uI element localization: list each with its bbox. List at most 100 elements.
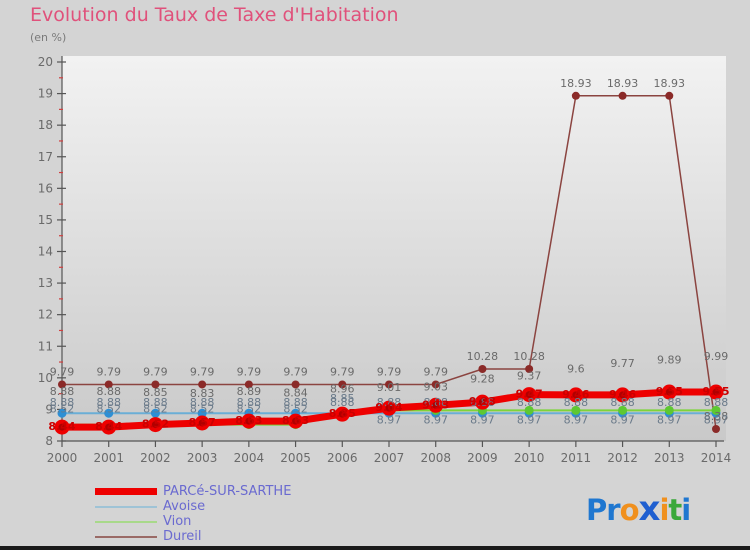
data-label-parce: 9.47 — [516, 388, 543, 401]
legend-item-vion[interactable]: Vion — [95, 514, 425, 529]
data-label-parce: 9.23 — [469, 395, 496, 408]
brand-letter: x — [638, 489, 661, 529]
data-label-vion: 8.52 — [237, 403, 262, 416]
data-label-avoise: 8.88 — [143, 396, 168, 409]
data-point — [571, 405, 581, 415]
data-label-dureil: 9.79 — [190, 365, 215, 378]
y-axis-tick-label: 19 — [38, 87, 53, 101]
legend-item-label: Avoise — [163, 499, 206, 514]
data-label-parce: 9.46 — [562, 388, 589, 401]
data-label-vion: 8.52 — [190, 403, 215, 416]
data-point — [712, 388, 720, 396]
data-label-avoise: 8.88 — [470, 396, 495, 409]
data-label-avoise: 8.88 — [237, 396, 262, 409]
data-point — [338, 380, 347, 389]
data-label-parce: 8.44 — [48, 420, 75, 433]
data-label-vion: 8.52 — [143, 403, 168, 416]
data-label-upper: 9.37 — [517, 370, 542, 383]
y-axis-tick-label: 20 — [38, 55, 53, 69]
data-label-dureil: 9.79 — [143, 365, 168, 378]
data-point — [291, 380, 300, 389]
data-label-upper: 8.84 — [283, 386, 308, 399]
x-axis-tick-label: 2009 — [467, 451, 498, 465]
data-label-vion: 8.97 — [423, 413, 448, 426]
data-label-dureil: 18.93 — [560, 77, 592, 90]
x-axis-tick-label: 2006 — [327, 451, 358, 465]
data-label-upper: 8.83 — [190, 387, 215, 400]
brand-letter: t — [668, 493, 682, 527]
legend-swatch-icon — [95, 488, 157, 495]
brand-letter: i — [681, 493, 691, 527]
data-label-avoise: 8.88 — [330, 396, 355, 409]
data-point — [57, 408, 67, 418]
data-point — [58, 423, 66, 431]
data-point — [338, 410, 346, 418]
brand-letter: o — [619, 493, 640, 527]
data-point — [664, 405, 674, 415]
brand-letter: i — [659, 493, 669, 527]
data-point — [619, 391, 627, 399]
x-axis-tick-label: 2014 — [701, 451, 732, 465]
data-label-upper: 9.99 — [704, 350, 729, 363]
data-point — [151, 421, 159, 429]
data-label-avoise: 8.88 — [377, 396, 402, 409]
data-point — [104, 408, 114, 418]
data-label-dureil: 9.79 — [50, 365, 75, 378]
data-point — [478, 364, 487, 373]
data-point — [618, 91, 627, 100]
data-label-avoise: 8.88 — [283, 396, 308, 409]
x-axis-tick-label: 2013 — [654, 451, 685, 465]
data-label-avoise: 8.88 — [517, 396, 542, 409]
data-label-upper: 9.6 — [567, 362, 585, 375]
data-label-vion: 8.52 — [96, 403, 121, 416]
data-point — [712, 424, 720, 433]
data-point — [431, 380, 440, 389]
legend-item-avoise[interactable]: Avoise — [95, 499, 425, 514]
data-point — [151, 380, 160, 389]
data-label-dureil: 9.79 — [330, 365, 355, 378]
data-point — [104, 380, 113, 389]
y-axis-tick-label: 12 — [38, 308, 53, 322]
y-axis-tick-label: 15 — [38, 213, 53, 227]
y-axis-tick-label: 18 — [38, 118, 53, 132]
data-label-parce: 8.52 — [142, 418, 169, 431]
data-point — [198, 419, 206, 427]
data-label-upper: 9.77 — [610, 357, 635, 370]
data-label-vion: 8.97 — [470, 413, 495, 426]
data-label-vion: 8.52 — [283, 403, 308, 416]
legend-item-label: Dureil — [163, 529, 202, 544]
data-point — [385, 380, 393, 389]
data-label-avoise: 8.88 — [423, 396, 448, 409]
data-point — [525, 364, 534, 373]
data-point — [571, 91, 580, 100]
legend-item-label: Vion — [163, 514, 192, 529]
x-axis-tick-label: 2007 — [374, 451, 405, 465]
x-axis-tick-label: 2003 — [187, 451, 218, 465]
legend-swatch-icon — [95, 505, 157, 508]
data-label-upper: 9.03 — [423, 380, 448, 393]
data-point — [618, 405, 628, 415]
data-label-upper: 9.28 — [470, 373, 495, 386]
data-label-upper: 8.96 — [330, 383, 355, 396]
data-point — [572, 391, 580, 399]
data-point — [665, 91, 674, 100]
x-axis-tick-label: 2004 — [234, 451, 265, 465]
y-axis-tick-label: 13 — [38, 276, 53, 290]
data-label-upper: 9.01 — [377, 381, 402, 394]
y-axis-tick-label: 11 — [38, 339, 53, 353]
data-label-parce: 9.55 — [656, 385, 683, 398]
data-label-dureil: 18.93 — [654, 77, 686, 90]
data-label-vion: 8.97 — [377, 413, 402, 426]
data-label-avoise: 8.88 — [50, 396, 75, 409]
legend-item-dureil[interactable]: Dureil — [95, 529, 425, 544]
y-axis-tick-label: 10 — [38, 371, 53, 385]
data-point — [244, 380, 253, 389]
data-point — [432, 401, 440, 409]
data-label-dureil: 10.28 — [467, 350, 499, 363]
chart-legend: PARCé-SUR-SARTHE Avoise Vion Dureil — [95, 484, 425, 544]
y-axis-tick-label: 17 — [38, 150, 53, 164]
legend-item-parc-sur-sarthe[interactable]: PARCé-SUR-SARTHE — [95, 484, 425, 499]
data-label-upper: 8.88 — [50, 385, 75, 398]
